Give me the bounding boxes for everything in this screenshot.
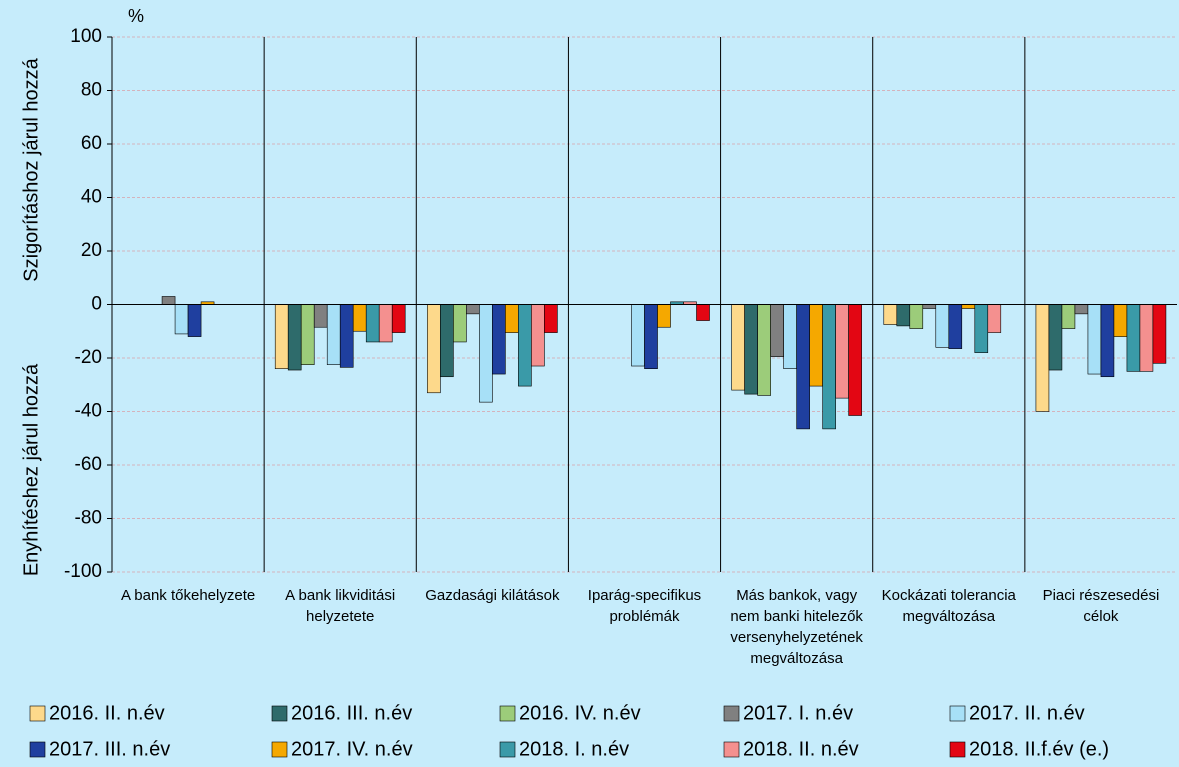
x-tick-label: A bank likviditási helyzetete — [285, 587, 395, 625]
bar — [466, 304, 480, 315]
bar — [796, 304, 810, 430]
legend-swatch — [723, 705, 740, 722]
x-tick-label: Kockázati tolerancia megváltozása — [882, 587, 1017, 625]
y-axis-title: Szigorításhoz járul hozzá — [20, 57, 42, 281]
bar — [326, 304, 341, 365]
bar — [1113, 304, 1128, 337]
bar — [1061, 304, 1076, 329]
y-tick-label: -100 — [64, 561, 102, 582]
y-tick-label: 80 — [81, 80, 102, 101]
bar — [757, 304, 771, 396]
bar — [644, 304, 658, 369]
bar — [809, 304, 823, 387]
y-tick-label: -60 — [75, 454, 102, 475]
bar — [274, 304, 289, 369]
y-axis-title: Enyhítéshez járul hozzá — [20, 363, 42, 576]
bar — [440, 304, 454, 378]
legend-label: 2017. II. n.év — [969, 702, 1085, 724]
bar — [287, 304, 302, 371]
legend-swatch — [499, 741, 516, 758]
bar — [391, 304, 406, 333]
legend-label: 2016. II. n.év — [49, 702, 165, 724]
bar — [300, 304, 315, 365]
legend-swatch — [949, 705, 966, 722]
bar — [974, 304, 989, 353]
bar — [339, 304, 354, 368]
bar — [987, 304, 1002, 333]
legend-label: 2017. IV. n.év — [291, 738, 413, 760]
legend-swatch — [29, 741, 46, 758]
bar — [187, 304, 202, 337]
y-tick-label: 0 — [91, 294, 102, 315]
bar — [531, 304, 545, 367]
y-tick-label: 100 — [70, 26, 102, 47]
bar — [1139, 304, 1154, 372]
x-tick-label: Piaci részesedési célok — [1043, 587, 1160, 625]
bar — [174, 304, 189, 335]
bar — [631, 304, 645, 367]
legend-label: 2016. IV. n.év — [519, 702, 641, 724]
x-tick-label: Gazdasági kilátások — [425, 587, 560, 604]
legend-label: 2017. I. n.év — [743, 702, 853, 724]
bar — [427, 304, 441, 394]
bar — [505, 304, 519, 333]
bar — [909, 304, 924, 329]
bar — [161, 296, 176, 305]
bar — [1126, 304, 1141, 372]
legend-label: 2018. I. n.év — [519, 738, 629, 760]
y-tick-label: 40 — [81, 187, 102, 208]
y-tick-label: 20 — [81, 240, 102, 261]
bar — [1087, 304, 1102, 375]
bar — [731, 304, 745, 391]
bar — [935, 304, 950, 348]
bar — [835, 304, 849, 399]
y-tick-label: 60 — [81, 133, 102, 154]
bar — [544, 304, 558, 333]
bar — [453, 304, 467, 343]
legend-swatch — [949, 741, 966, 758]
bar — [1074, 304, 1089, 315]
legend-label: 2018. II.f.év (e.) — [969, 738, 1109, 760]
bar — [961, 304, 976, 309]
bar — [1100, 304, 1115, 378]
bar — [1035, 304, 1050, 412]
bar — [1152, 304, 1167, 364]
legend-label: 2017. III. n.év — [49, 738, 170, 760]
bar — [948, 304, 963, 349]
bar — [848, 304, 862, 416]
bar — [365, 304, 380, 343]
bar — [922, 304, 937, 309]
legend-label: 2018. II. n.év — [743, 738, 859, 760]
legend-swatch — [271, 741, 288, 758]
bar — [492, 304, 506, 375]
x-tick-label: Más bankok, vagy nem banki hitelezők verse… — [730, 587, 863, 667]
bar — [783, 304, 797, 369]
bar — [883, 304, 898, 325]
bar — [479, 304, 493, 403]
bar — [518, 304, 532, 387]
legend-swatch — [723, 741, 740, 758]
y-tick-label: -80 — [75, 508, 102, 529]
legend-swatch — [271, 705, 288, 722]
x-tick-label: Iparág-specifikus problémák — [588, 587, 701, 625]
bar — [313, 304, 328, 328]
legend-swatch — [29, 705, 46, 722]
bar — [744, 304, 758, 395]
bar — [696, 304, 710, 321]
bar — [378, 304, 393, 343]
bar — [657, 304, 671, 328]
x-tick-label: A bank tőkehelyzete — [121, 587, 255, 604]
bar — [770, 304, 784, 357]
y-tick-label: -40 — [75, 401, 102, 422]
bar — [1048, 304, 1063, 371]
bar — [822, 304, 836, 430]
legend-swatch — [499, 705, 516, 722]
bar — [352, 304, 367, 332]
y-tick-label: -20 — [75, 347, 102, 368]
unit-label: % — [128, 6, 144, 26]
legend-label: 2016. III. n.év — [291, 702, 412, 724]
bar — [896, 304, 911, 327]
